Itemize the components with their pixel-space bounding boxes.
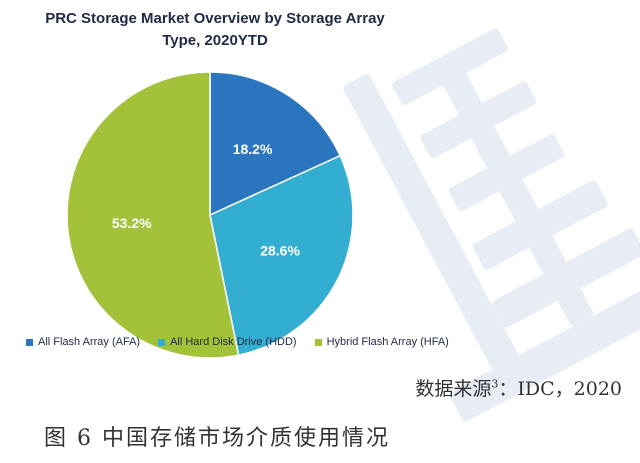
source-value: ：IDC，2020	[498, 378, 622, 400]
pie-slice-0	[209, 71, 342, 217]
legend-item-1: All Hard Disk Drive (HDD)	[158, 336, 297, 348]
pie-slice-label-2: 53.2%	[112, 215, 152, 231]
legend-swatch-0	[26, 338, 33, 346]
legend-swatch-2	[314, 338, 322, 346]
chart-title-line-2: Type, 2020YTD	[162, 32, 268, 49]
pie-slice-label-0: 18.2%	[233, 141, 273, 157]
figure-caption: 图 6 中国存储市场介质使用情况	[44, 426, 390, 451]
chart-title: PRC Storage Market Overview by Storage A…	[20, 8, 410, 52]
source-label: 数据来源	[415, 378, 492, 400]
chart-legend: All Flash Array (AFA) All Hard Disk Drive…	[26, 336, 449, 348]
source-note: 数据来源3：IDC，2020	[415, 374, 622, 401]
legend-item-0: All Flash Array (AFA)	[26, 336, 140, 348]
legend-label-0: All Flash Array (AFA)	[38, 336, 141, 348]
legend-swatch-1	[158, 338, 166, 346]
pie-slice-2	[66, 71, 240, 359]
pie-slice-label-1: 28.6%	[260, 243, 300, 259]
chart-title-line-1: PRC Storage Market Overview by Storage A…	[45, 10, 385, 27]
legend-label-1: All Hard Disk Drive (HDD)	[170, 336, 297, 348]
legend-item-2: Hybrid Flash Array (HFA)	[314, 336, 449, 348]
legend-label-2: Hybrid Flash Array (HFA)	[326, 336, 449, 348]
